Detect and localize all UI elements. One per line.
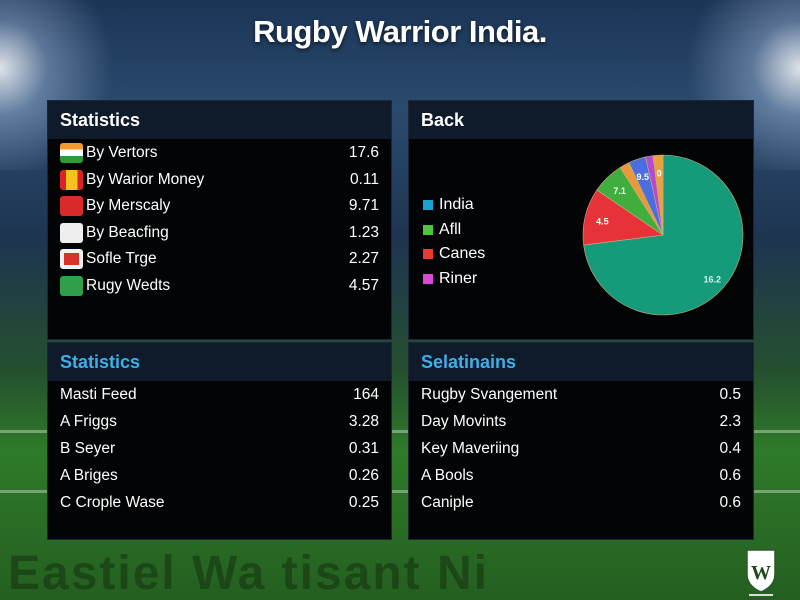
row-label: Masti Feed	[60, 385, 137, 403]
row-value: 4.57	[348, 276, 379, 294]
row-value: 0.31	[348, 439, 379, 457]
crest-icon	[60, 222, 83, 243]
chart-legend: India Afll Canes Riner	[423, 193, 485, 291]
table-row: B Seyer 0.31	[48, 435, 391, 462]
row-label: Key Maveriing	[421, 439, 520, 457]
row-label: By Merscaly	[86, 197, 171, 215]
table-row: By Merscaly 9.71	[48, 193, 391, 220]
table-row: A Briges 0.26	[48, 462, 391, 489]
panel-title: Back	[409, 101, 753, 139]
row-value: 0.6	[719, 466, 741, 484]
row-label: B Seyer	[60, 439, 116, 457]
legend-label: Canes	[439, 245, 486, 263]
table-row: Rugby Svangement 0.5	[409, 381, 753, 408]
row-label: Rugby Svangement	[421, 385, 558, 403]
table-row: Sofle Trge 2.27	[48, 246, 391, 273]
legend-item: India	[423, 193, 485, 218]
row-value: 3.28	[348, 412, 379, 430]
red-yellow-flag-icon	[60, 169, 83, 190]
table-row: By Warior Money 0.11	[48, 167, 391, 194]
india-flag-icon	[60, 143, 83, 164]
row-value: 0.25	[348, 493, 379, 511]
logo-letter: W	[751, 562, 771, 584]
row-value: 0.11	[349, 170, 379, 188]
slice-label: 16.2	[703, 274, 721, 284]
table-row: Caniple 0.6	[409, 489, 753, 516]
row-label: Sofle Trge	[86, 250, 157, 268]
row-value: 1.23	[348, 223, 379, 241]
legend-label: Riner	[439, 269, 478, 287]
field-line	[0, 490, 800, 493]
panel-title: Selatinains	[409, 343, 753, 381]
legend-swatch	[423, 249, 433, 260]
legend-swatch	[423, 200, 433, 211]
row-value: 2.27	[348, 250, 379, 268]
statistics-panel: Statistics By Vertors 17.6 By Warior Money…	[47, 100, 392, 340]
row-value: 164	[353, 385, 379, 403]
table-row: By Vertors 17.6	[48, 140, 391, 167]
statistics-panel-2: Statistics Masti Feed 164 A Friggs 3.28 B Se…	[47, 342, 392, 540]
row-value: 0.6	[719, 493, 741, 511]
row-value: 0.4	[719, 439, 741, 457]
slice-label: 4.5	[596, 216, 609, 226]
pie-chart: 16.2 4.5 7.1 9.5 0	[582, 154, 744, 316]
row-label: Day Movints	[421, 412, 507, 430]
panel-title: Statistics	[48, 101, 391, 139]
legend-swatch	[423, 224, 433, 235]
row-label: By Beacfing	[86, 223, 169, 241]
row-value: 0.5	[719, 385, 741, 403]
table-row: Key Maveriing 0.4	[409, 435, 753, 462]
table-row: A Bools 0.6	[409, 462, 753, 489]
row-value: 0.26	[348, 466, 379, 484]
row-label: A Friggs	[60, 412, 117, 430]
selatinains-panel: Selatinains Rugby Svangement 0.5 Day Movin…	[408, 342, 754, 540]
legend-label: Afll	[439, 220, 462, 238]
slice-label: 9.5	[637, 172, 650, 182]
pie-slice	[652, 154, 664, 236]
green-badge-icon	[60, 275, 83, 296]
table-row: Rugy Wedts 4.57	[48, 273, 391, 300]
row-value: 9.71	[348, 197, 379, 215]
legend-item: Canes	[423, 242, 485, 267]
row-label: By Warior Money	[86, 170, 205, 188]
pie-chart-panel: Back India Afll Canes Riner 16.2 4.5 7.1 9.5 0	[408, 100, 754, 340]
table-row: A Friggs 3.28	[48, 408, 391, 435]
table-row: By Beacfing 1.23	[48, 220, 391, 247]
page-title: Rugby Warrior India.	[253, 14, 547, 49]
field-line	[0, 430, 800, 433]
table-row: C Crople Wase 0.25	[48, 489, 391, 516]
slice-label: 0	[657, 169, 662, 179]
slice-label: 7.1	[613, 186, 626, 196]
legend-item: Riner	[423, 267, 485, 292]
table-row: Day Movints 2.3	[409, 408, 753, 435]
legend-swatch	[423, 273, 433, 284]
row-label: Caniple	[421, 493, 474, 511]
shield-logo: W	[746, 549, 776, 596]
row-label: A Bools	[421, 466, 474, 484]
row-label: C Crople Wase	[60, 493, 165, 511]
watermark: Eastiel Wa tisant Ni	[8, 547, 489, 600]
table-row: Masti Feed 164	[48, 381, 391, 408]
red-crest-icon	[60, 249, 83, 270]
row-value: 17.6	[348, 144, 379, 162]
row-label: A Briges	[60, 466, 118, 484]
row-label: Rugy Wedts	[86, 276, 171, 294]
legend-item: Afll	[423, 218, 485, 243]
red-emblem-icon	[60, 196, 83, 217]
legend-label: India	[439, 196, 474, 214]
row-value: 2.3	[719, 412, 741, 430]
panel-title: Statistics	[48, 343, 391, 381]
row-label: By Vertors	[86, 144, 158, 162]
